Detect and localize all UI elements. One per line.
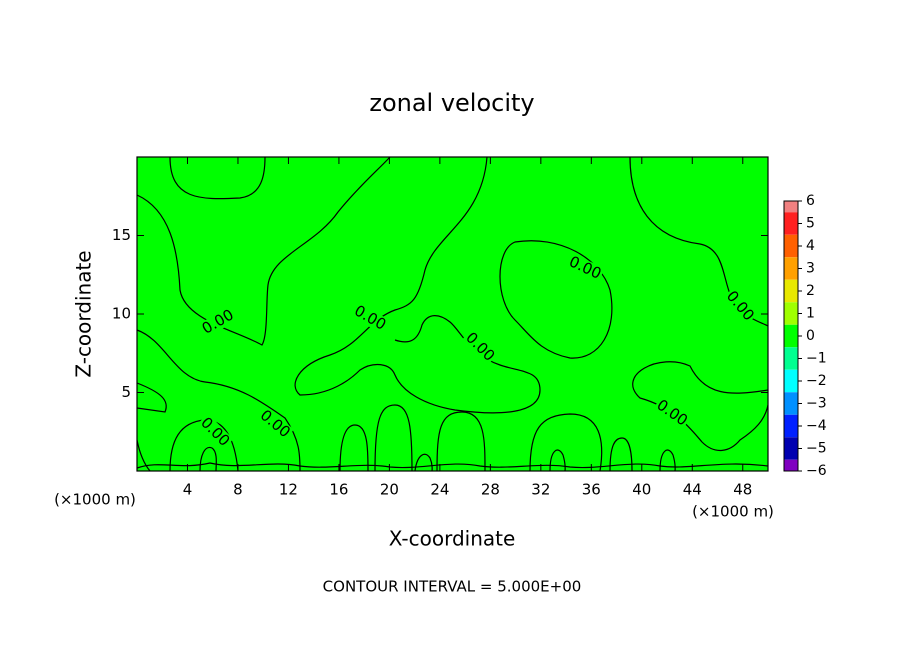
x-axis-label: X-coordinate [389,527,516,551]
contour-line [529,413,603,472]
contour-label-bg [350,302,390,334]
colorbar-tick-label: 5 [806,216,815,232]
x-tick-label: 8 [233,481,243,499]
x-tick-label: 44 [683,481,702,499]
contour-line [549,449,566,472]
x-tick-label: 40 [632,481,651,499]
colorbar-swatch [784,234,798,258]
colorbar-tick-label: 4 [806,238,815,254]
colorbar-tick-label: 3 [806,261,815,277]
colorbar-tick-label: 6 [806,193,815,209]
colorbar-tick-label: −6 [806,463,827,479]
contour-label-bg [198,306,238,338]
contour-line [609,437,633,472]
contour-line [136,382,167,413]
x-tick-label: 36 [582,481,601,499]
colorbar-swatch [784,369,798,393]
colorbar-swatch [784,257,798,280]
colorbar-tick-label: 1 [806,306,815,322]
colorbar-tick-label: −3 [806,396,827,412]
colorbar-tick-label: −1 [806,351,827,367]
x-unit-label: (×1000 m) [692,503,774,521]
contour-label-bg [256,406,294,442]
x-tick-label: 48 [733,481,752,499]
x-unit-label: (×1000 m) [54,491,136,509]
colorbar-swatch [784,279,798,303]
contour-line [136,462,769,469]
contour-line [169,156,266,200]
x-tick-label: 4 [183,481,193,499]
contour-line [659,449,676,472]
contour-line [136,329,301,472]
colorbar-swatch [784,324,798,348]
footer-note: CONTOUR INTERVAL = 5.000E+00 [323,578,582,596]
contour-line [436,411,486,472]
colorbar-swatch [784,201,798,213]
colorbar-swatch [784,392,798,415]
x-tick-label: 20 [380,481,399,499]
colorbar-swatch [784,212,798,235]
contour-label-bg [461,328,499,366]
x-tick-label: 32 [531,481,550,499]
contour-label-bg [652,396,692,430]
colorbar-tick-label: −4 [806,418,827,434]
contour-line [374,404,413,472]
chart-title: zonal velocity [369,89,534,117]
colorbar-tick-label: −5 [806,441,827,457]
x-tick-label: 16 [329,481,348,499]
contour-label-bg [722,287,758,325]
colorbar-frame [783,200,799,472]
colorbar-swatch [784,459,798,471]
y-tick-label: 10 [112,305,131,323]
colorbar-swatch [784,437,798,460]
colorbar-swatch [784,414,798,438]
colorbar-swatch [784,302,798,325]
contour-label-bg [196,413,234,451]
field [137,157,768,471]
contour-line [136,439,151,472]
contour-line [339,424,369,472]
x-tick-label: 12 [279,481,298,499]
colorbar-swatch [784,347,798,370]
contour-line [136,156,391,346]
x-tick-label: 28 [481,481,500,499]
y-tick-label: 5 [121,383,131,401]
contour-line [499,240,613,359]
colorbar-tick-label: −2 [806,373,827,389]
colorbar-tick-label: 2 [806,283,815,299]
contour-line [414,453,433,472]
x-tick-label: 24 [430,481,449,499]
contour-line [294,156,541,414]
y-tick-label: 15 [112,226,131,244]
colorbar-tick-label: 0 [806,328,815,344]
contour-label-bg [565,253,605,283]
y-axis-label: Z-coordinate [72,250,96,377]
